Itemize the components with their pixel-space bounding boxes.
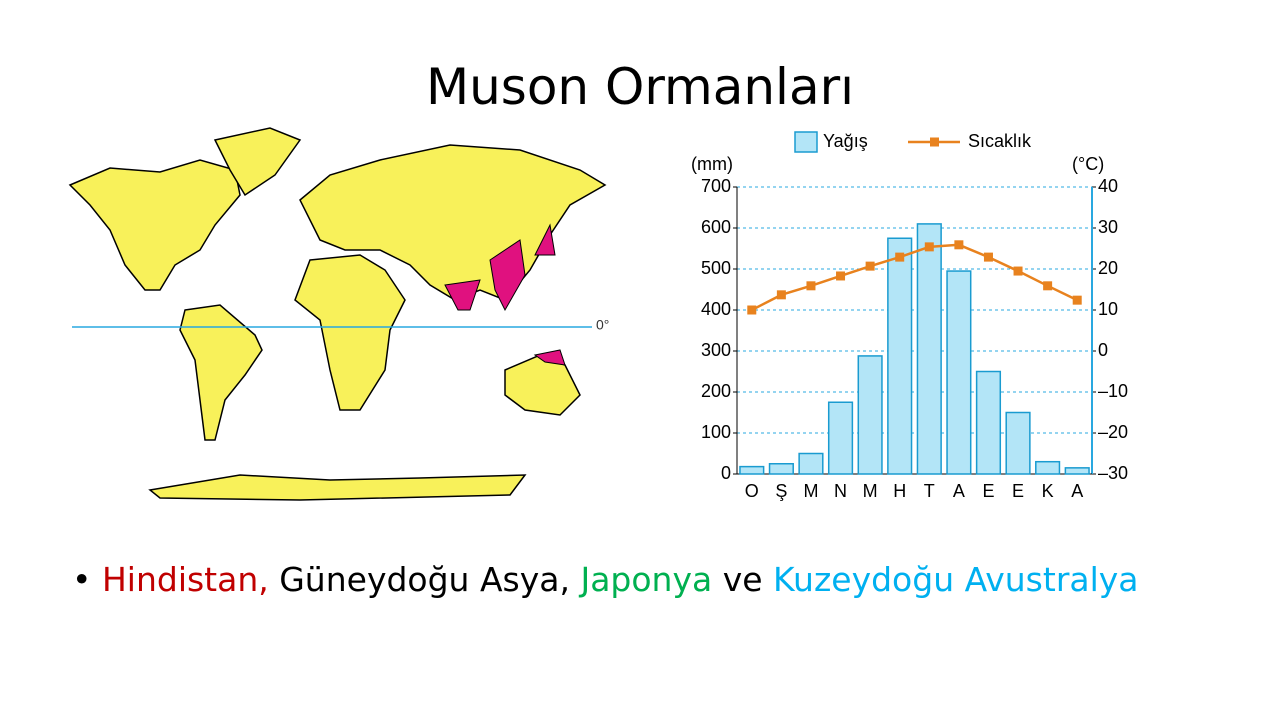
bullet-text: Japonya: [580, 560, 713, 599]
y-tick-label: 0: [721, 463, 731, 483]
y2-axis-label: (°C): [1072, 154, 1104, 174]
line-marker: [806, 281, 816, 291]
x-tick-label: T: [924, 481, 935, 501]
x-tick-label: E: [982, 481, 994, 501]
line-marker: [954, 240, 964, 250]
y2-tick-label: 20: [1098, 258, 1118, 278]
y-tick-label: 100: [701, 422, 731, 442]
x-tick-label: M: [803, 481, 818, 501]
bullet-text: Güneydoğu Asya,: [268, 560, 581, 599]
x-tick-label: N: [834, 481, 847, 501]
bar: [946, 270, 972, 475]
y2-tick-label: 30: [1098, 217, 1118, 237]
legend-swatch: [930, 137, 939, 147]
world-map: 0°: [68, 127, 609, 501]
x-tick-label: A: [953, 481, 965, 501]
y2-tick-label: –30: [1098, 463, 1128, 483]
line-marker: [895, 252, 905, 262]
line-marker: [1072, 295, 1082, 305]
continent: [148, 474, 527, 501]
bar: [1005, 411, 1031, 475]
bar: [1064, 467, 1090, 475]
y2-tick-label: –10: [1098, 381, 1128, 401]
line-marker: [924, 242, 934, 252]
monsoon-region: [533, 349, 566, 366]
y2-tick-label: 0: [1098, 340, 1108, 360]
x-tick-label: A: [1071, 481, 1083, 501]
line-marker: [983, 252, 993, 262]
x-tick-label: K: [1042, 481, 1054, 501]
y-tick-label: 500: [701, 258, 731, 278]
line-marker: [776, 290, 786, 300]
y2-tick-label: 10: [1098, 299, 1118, 319]
y-tick-label: 600: [701, 217, 731, 237]
x-tick-label: E: [1012, 481, 1024, 501]
bullet-item: • Hindistan, Güneydoğu Asya, Japonya ve …: [72, 560, 1139, 599]
legend-label: Yağış: [823, 131, 868, 151]
bar: [798, 452, 824, 475]
bar: [768, 463, 794, 475]
line-marker: [1043, 281, 1053, 291]
legend-label: Sıcaklık: [968, 131, 1032, 151]
bar: [1035, 460, 1061, 475]
y-tick-label: 700: [701, 176, 731, 196]
x-tick-label: M: [863, 481, 878, 501]
line-marker: [1013, 266, 1023, 276]
continent: [68, 159, 241, 291]
continent: [294, 254, 406, 411]
monsoon-region: [489, 239, 526, 312]
bar: [739, 465, 765, 475]
bar: [827, 401, 854, 475]
y-tick-label: 300: [701, 340, 731, 360]
bar: [975, 370, 1002, 475]
x-tick-label: O: [745, 481, 759, 501]
line-marker: [836, 271, 846, 281]
bullet-text: Hindistan,: [101, 560, 269, 599]
slide-title: Muson Ormanları: [425, 58, 855, 116]
monsoon-region: [444, 279, 481, 311]
line-marker: [865, 261, 875, 271]
continent: [213, 127, 302, 197]
x-tick-label: Ş: [775, 481, 787, 501]
y2-tick-label: 40: [1098, 176, 1118, 196]
y-tick-label: 200: [701, 381, 731, 401]
continent: [179, 304, 263, 441]
bar: [857, 355, 883, 475]
climate-chart: (mm) (°C) 0 100 200 300 400 500 600 700 –30 –20 –10 0…: [691, 131, 1128, 501]
bullet-text: ve: [712, 560, 774, 599]
continent: [504, 354, 581, 416]
y2-tick-label: –20: [1098, 422, 1128, 442]
bullet-text: Kuzeydoğu Avustralya: [773, 560, 1139, 599]
x-tick-label: H: [893, 481, 906, 501]
legend-swatch: [794, 131, 818, 153]
monsoon-region: [534, 223, 556, 256]
line-marker: [747, 305, 757, 315]
bar: [887, 237, 913, 475]
equator-label: 0°: [596, 317, 609, 333]
continent: [299, 144, 607, 301]
y-tick-label: 400: [701, 299, 731, 319]
y-axis-label: (mm): [691, 154, 733, 174]
bar: [916, 223, 942, 475]
line: [751, 243, 1078, 312]
